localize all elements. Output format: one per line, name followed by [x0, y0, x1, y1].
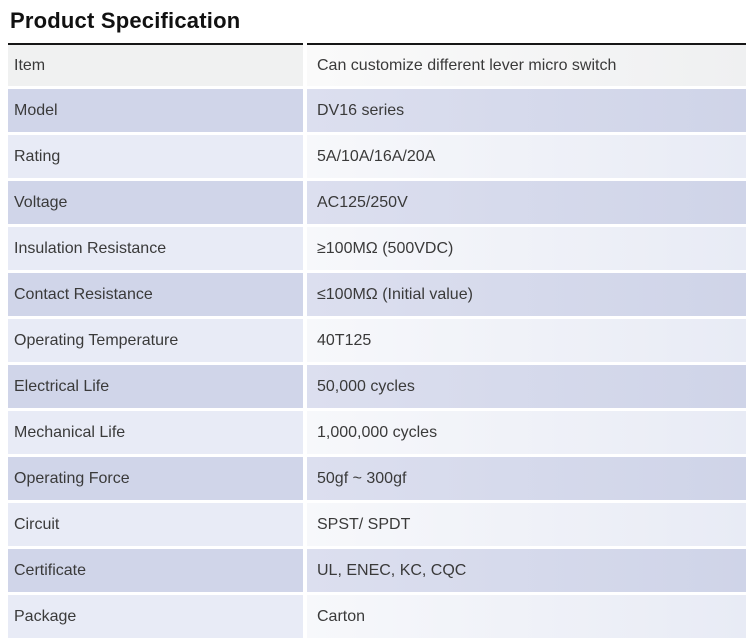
spec-value-cell: DV16 series — [307, 89, 746, 132]
spec-table: Item Can customize different lever micro… — [8, 43, 746, 638]
spec-value-cell: AC125/250V — [307, 181, 746, 224]
spec-label-cell: Operating Force — [8, 457, 303, 500]
spec-label-cell: Contact Resistance — [8, 273, 303, 316]
spec-label-cell: Mechanical Life — [8, 411, 303, 454]
spec-value-cell: 40T125 — [307, 319, 746, 362]
spec-value-cell: 5A/10A/16A/20A — [307, 135, 746, 178]
spec-label-cell: Rating — [8, 135, 303, 178]
spec-value-cell: Carton — [307, 595, 746, 638]
spec-label-cell: Insulation Resistance — [8, 227, 303, 270]
spec-value-cell: 1,000,000 cycles — [307, 411, 746, 454]
spec-value-cell: 50,000 cycles — [307, 365, 746, 408]
spec-label-cell: Electrical Life — [8, 365, 303, 408]
spec-label-cell: Package — [8, 595, 303, 638]
spec-label-cell: Certificate — [8, 549, 303, 592]
product-spec-page: Product Specification Item Can customize… — [8, 7, 746, 638]
spec-label-cell: Circuit — [8, 503, 303, 546]
spec-value-cell: SPST/ SPDT — [307, 503, 746, 546]
spec-value-cell: ≥100MΩ (500VDC) — [307, 227, 746, 270]
spec-value-cell: Can customize different lever micro swit… — [307, 43, 746, 86]
spec-label-cell: Model — [8, 89, 303, 132]
page-title: Product Specification — [10, 8, 241, 33]
spec-label-cell: Operating Temperature — [8, 319, 303, 362]
spec-label-cell: Voltage — [8, 181, 303, 224]
spec-value-cell: ≤100MΩ (Initial value) — [307, 273, 746, 316]
spec-value-cell: UL, ENEC, KC, CQC — [307, 549, 746, 592]
spec-value-cell: 50gf ~ 300gf — [307, 457, 746, 500]
spec-label-cell: Item — [8, 43, 303, 86]
